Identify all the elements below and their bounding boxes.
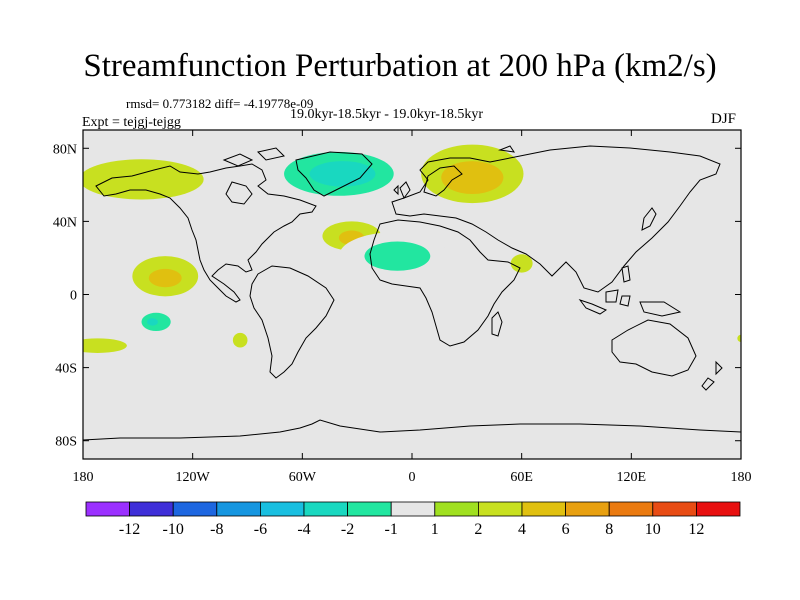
anomaly-region-0 [83, 159, 204, 200]
chart-title: Streamfunction Perturbation at 200 hPa (… [83, 48, 717, 84]
coast-scandinavia [423, 165, 463, 197]
colorbar-swatch [652, 501, 697, 517]
colorbar-label: 10 [645, 521, 661, 538]
lon-tick-label: 180 [731, 470, 752, 485]
colorbar-swatch [434, 501, 479, 517]
colorbar-swatch [216, 501, 261, 517]
coast-madagascar [491, 311, 503, 337]
coast-australia [611, 319, 697, 377]
colorbar-swatch [696, 501, 741, 517]
coast-indonesia [578, 265, 682, 317]
colorbar-swatch [477, 501, 523, 517]
lon-tick-label: 60E [510, 470, 533, 485]
anomaly-region-11 [123, 241, 153, 253]
colorbar-label: 1 [431, 521, 439, 538]
lon-tick-label: 120W [176, 470, 211, 485]
anomaly-region-22 [731, 378, 741, 408]
lat-tick-label: 0 [70, 289, 77, 304]
coast-antarctica [83, 419, 741, 441]
colorbar-label: 8 [605, 521, 613, 538]
colorbar: -12 -10 -8 -6 -4 -2 -1 1 2 4 6 8 10 12 [85, 501, 741, 538]
colorbar-swatch [129, 501, 174, 517]
anomaly-region-10 [364, 241, 431, 271]
colorbar-label: -6 [254, 521, 267, 538]
lon-tick-label: 60W [289, 470, 317, 485]
anomaly-region-19 [510, 254, 533, 273]
coast-hudson-bay [225, 181, 253, 205]
lon-tick-label: 180 [73, 470, 94, 485]
colorbar-label: -12 [119, 521, 140, 538]
coast-greenland [295, 151, 373, 197]
coast-south-america [249, 265, 335, 379]
colorbar-swatch [172, 501, 218, 517]
colorbar-swatch [347, 501, 392, 517]
period-label: 19.0kyr-18.5kyr - 19.0kyr-18.5kyr [290, 107, 484, 122]
lat-tick-label: 80S [55, 435, 77, 450]
coast-arctic-islands [222, 145, 516, 167]
lat-tick-label: 40S [55, 362, 77, 377]
colorbar-swatch [85, 501, 130, 517]
colorbar-label: 4 [518, 521, 526, 538]
anomaly-region-16 [146, 318, 158, 326]
anomaly-region-21 [83, 378, 93, 408]
colorbar-swatch [608, 501, 654, 517]
colorbar-label: -2 [341, 521, 354, 538]
colorbar-swatch [259, 501, 305, 517]
anomaly-region-23 [737, 334, 741, 343]
coastlines [83, 145, 741, 441]
anomaly-region-17 [83, 338, 127, 353]
anomaly-region-20 [704, 232, 731, 247]
lon-tick-label: 0 [409, 470, 416, 485]
anomaly-region-18 [232, 332, 248, 348]
colorbar-swatch [565, 501, 610, 517]
coast-eurasia [391, 145, 721, 293]
colorbar-swatch [303, 501, 348, 517]
colorbar-label: -10 [163, 521, 184, 538]
coast-british-isles [393, 181, 411, 200]
rmsd-stats: rmsd= 0.773182 diff= -4.19778e-09 [126, 96, 314, 111]
colorbar-label: -8 [210, 521, 223, 538]
colorbar-label: -4 [297, 521, 310, 538]
season-label: DJF [711, 111, 737, 127]
colorbar-swatch [390, 501, 436, 517]
anomaly-region-1 [243, 188, 270, 211]
axis-ticks: 80N 40N 0 40S 80S 180 120W 60W 0 60E 120E 180 [53, 130, 752, 485]
anomaly-region-13 [148, 268, 182, 288]
coast-africa [369, 219, 521, 347]
colorbar-swatch [521, 501, 566, 517]
coast-new-zealand [701, 360, 723, 391]
colorbar-label: -1 [385, 521, 398, 538]
colorbar-label: 2 [474, 521, 482, 538]
colorbar-label: 12 [688, 521, 704, 538]
lat-tick-label: 80N [53, 142, 77, 157]
lat-tick-label: 40N [53, 215, 77, 230]
lon-tick-label: 120E [617, 470, 647, 485]
coast-japan [641, 207, 657, 231]
colorbar-label: 6 [562, 521, 570, 538]
experiment-label: Expt = tejgj-tejgg [82, 115, 181, 130]
anomaly-region-4 [309, 161, 376, 187]
